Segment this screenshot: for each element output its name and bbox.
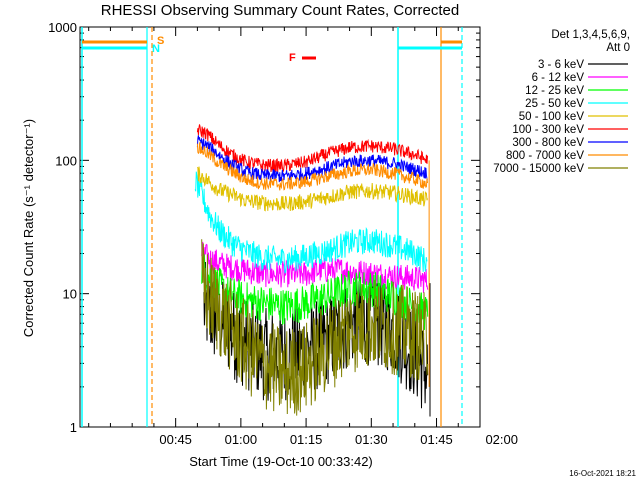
y-axis-label: Corrected Count Rate (s⁻¹ detector⁻¹) [21,119,36,337]
legend-label: 300 - 800 keV [512,137,584,149]
series-line [201,254,429,330]
x-tick-label: 01:15 [290,432,323,447]
y-tick-label: 1000 [48,20,77,35]
legend-label: 800 - 7000 keV [506,150,584,162]
series-line [196,124,428,173]
legend-label: 25 - 50 keV [525,98,584,110]
legend-label: 6 - 12 keV [532,72,585,84]
night-marker-label: N [152,43,160,55]
legend-label: 100 - 300 keV [512,124,584,136]
flare-marker-label: F [289,52,296,64]
legend-label: 7000 - 15000 keV [493,163,584,175]
plot-area: 1 10 100 1000 00:45 01:00 01:15 01:30 01:45 02:00… [48,20,518,447]
y-tick-label: 10 [63,287,77,302]
x-tick-label: 01:45 [420,432,453,447]
legend-header-detectors: Det 1,3,4,5,6,9, [551,29,630,41]
x-tick-label: 01:00 [225,432,258,447]
x-tick-label: 00:45 [159,432,192,447]
legend-label: 12 - 25 keV [525,85,584,97]
x-tick-label: 02:00 [485,432,518,447]
x-axis-label: Start Time (19-Oct-10 00:33:42) [189,454,373,469]
y-tick-label: 100 [55,153,77,168]
legend-label: 50 - 100 keV [519,111,585,123]
legend-label: 3 - 6 keV [538,59,584,71]
series-line [201,241,429,293]
series-line [201,239,429,416]
chart-title: RHESSI Observing Summary Count Rates, Co… [101,2,459,19]
series-line [196,142,428,191]
series-line [196,166,428,212]
y-tick-label: 1 [70,420,77,435]
series-line [196,135,428,183]
legend-header-attenuator: Att 0 [606,42,630,54]
plot-frame [79,26,481,428]
footer-timestamp: 16-Oct-2021 18:21 [569,469,636,478]
saa-marker-label: S [157,35,164,47]
series-line [194,171,428,274]
x-tick-label: 01:30 [355,432,388,447]
